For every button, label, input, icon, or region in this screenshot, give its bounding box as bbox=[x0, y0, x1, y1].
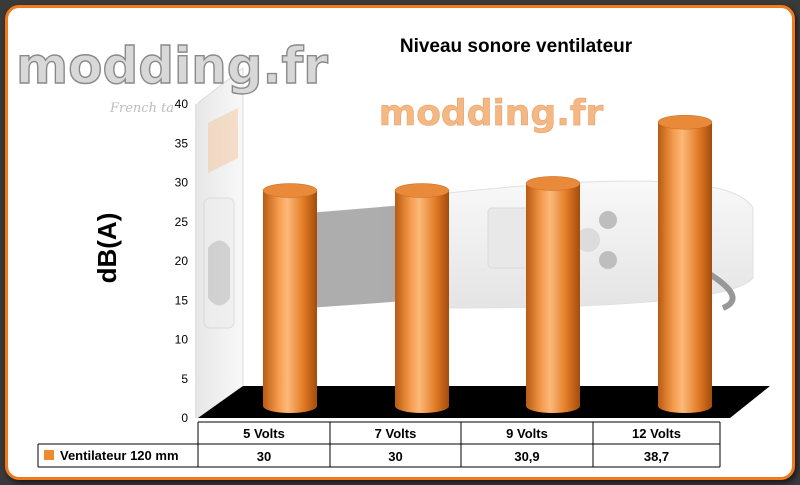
x-tick-label: 7 Volts bbox=[375, 426, 417, 441]
data-value-label: 30 bbox=[257, 449, 271, 464]
data-value-label: 30 bbox=[388, 449, 402, 464]
y-axis: 0 5 10 15 20 25 30 35 40 bbox=[175, 97, 189, 425]
y-axis-label: dB(A) bbox=[92, 213, 122, 284]
data-value-label: 38,7 bbox=[644, 449, 669, 464]
y-tick-label: 25 bbox=[175, 215, 189, 229]
watermark-tagline: French ta bbox=[109, 101, 174, 116]
bar bbox=[394, 183, 450, 413]
chart-frame: 0 5 10 15 20 25 30 35 40 dB(A) modding.fr Niveau… bbox=[5, 5, 795, 480]
x-tick-label: 9 Volts bbox=[506, 426, 548, 441]
y-tick-label: 40 bbox=[175, 97, 189, 111]
bar bbox=[657, 114, 713, 413]
data-table: Ventilateur 120 mm 5 Volts 30 7 Volts 30 9 V… bbox=[37, 421, 721, 468]
data-value-label: 30,9 bbox=[514, 449, 539, 464]
chart-floor bbox=[198, 386, 770, 418]
bar bbox=[262, 183, 318, 413]
y-tick-label: 20 bbox=[175, 254, 189, 268]
chart-title: Niveau sonore ventilateur bbox=[400, 36, 633, 57]
chart-svg: 0 5 10 15 20 25 30 35 40 dB(A) modding.fr Niveau… bbox=[15, 36, 770, 468]
bar bbox=[525, 176, 581, 413]
y-tick-label: 30 bbox=[175, 176, 189, 190]
x-tick-label: 5 Volts bbox=[243, 426, 285, 441]
y-tick-label: 15 bbox=[175, 293, 189, 307]
y-tick-label: 35 bbox=[175, 136, 189, 150]
center-watermark-logo: modding.fr bbox=[379, 93, 604, 134]
side-decoration bbox=[203, 108, 238, 329]
y-tick-label: 0 bbox=[181, 411, 188, 425]
watermark-logo: modding.fr bbox=[16, 37, 328, 95]
x-tick-label: 12 Volts bbox=[632, 426, 681, 441]
bar-series bbox=[262, 114, 713, 413]
y-tick-label: 5 bbox=[181, 372, 188, 386]
legend-swatch bbox=[44, 450, 54, 460]
y-tick-label: 10 bbox=[175, 333, 189, 347]
legend-series-name: Ventilateur 120 mm bbox=[60, 448, 179, 463]
